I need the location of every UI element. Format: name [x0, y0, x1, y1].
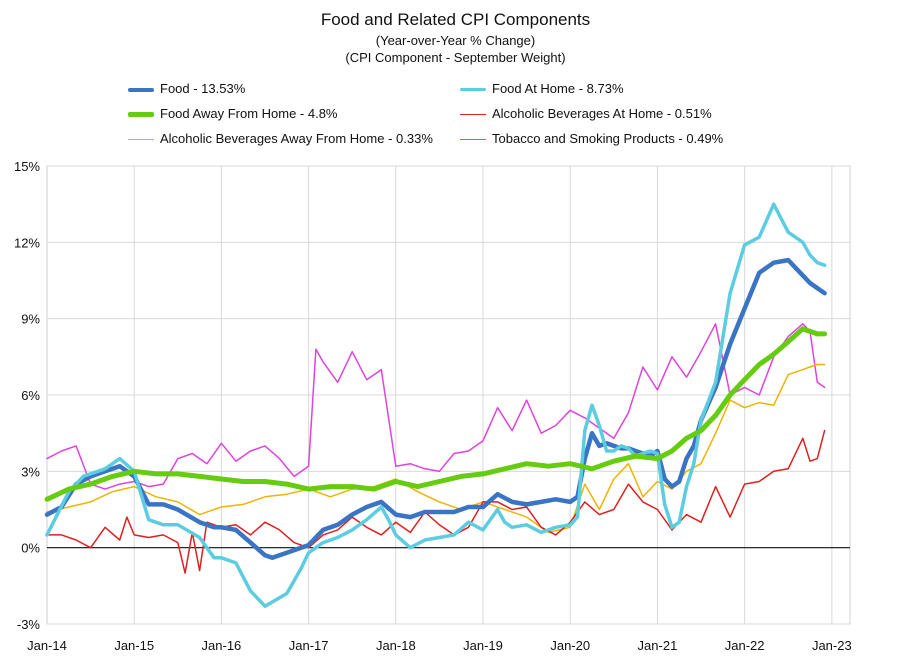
x-tick-label: Jan-21: [638, 638, 678, 653]
legend-swatch-tobacco: [460, 138, 486, 141]
chart-subtitle-2: (CPI Component - September Weight): [345, 50, 566, 65]
legend-item-food-away: Food Away From Home - 4.8%: [128, 107, 338, 121]
legend-item-tobacco: Tobacco and Smoking Products - 0.49%: [460, 132, 723, 146]
y-tick-label: 6%: [21, 388, 40, 403]
series-line-alcoholic-beverages-at-home: [46, 429, 826, 574]
y-tick-label: 12%: [14, 235, 40, 250]
chart-title: Food and Related CPI Components: [320, 10, 591, 29]
legend-swatch-food-away: [128, 112, 154, 118]
series-line-food-at-home: [45, 202, 827, 608]
x-tick-label: Jan-19: [463, 638, 503, 653]
x-tick-label: Jan-22: [725, 638, 765, 653]
x-tick-label: Jan-16: [202, 638, 242, 653]
legend-item-food: Food - 13.53%: [128, 82, 245, 96]
legend-item-food-at-home: Food At Home - 8.73%: [460, 82, 624, 96]
legend-swatch-alc-away: [128, 138, 154, 141]
legend-item-alc-away: Alcoholic Beverages Away From Home - 0.3…: [128, 132, 433, 146]
chart-subtitle-1: (Year-over-Year % Change): [375, 33, 536, 48]
legend-label: Alcoholic Beverages At Home - 0.51%: [492, 106, 712, 121]
series-line-tobacco-and-smoking-products: [46, 323, 826, 490]
x-tick-label: Jan-18: [376, 638, 416, 653]
legend-swatch-food: [128, 87, 154, 92]
series-line-food: [44, 257, 827, 561]
legend-label: Food Away From Home - 4.8%: [160, 106, 338, 121]
legend-swatch-food-at-home: [460, 88, 486, 92]
x-tick-label: Jan-23: [812, 638, 852, 653]
y-tick-label: 3%: [21, 464, 40, 479]
x-tick-label: Jan-15: [114, 638, 154, 653]
x-tick-label: Jan-17: [289, 638, 329, 653]
legend-label: Food - 13.53%: [160, 81, 246, 96]
x-tick-label: Jan-20: [550, 638, 590, 653]
y-tick-label: 0%: [21, 541, 40, 556]
y-tick-label: 9%: [21, 312, 40, 327]
series-line-alcoholic-beverages-away-from-home: [46, 363, 826, 534]
legend-label: Tobacco and Smoking Products - 0.49%: [492, 131, 724, 146]
y-tick-label: -3%: [17, 617, 41, 632]
legend-item-alc-home: Alcoholic Beverages At Home - 0.51%: [460, 107, 712, 121]
legend-swatch-alc-home: [460, 113, 486, 116]
series-line-food-away-from-home: [44, 326, 828, 502]
x-tick-label: Jan-14: [27, 638, 67, 653]
y-tick-label: 15%: [14, 159, 40, 174]
legend-label: Alcoholic Beverages Away From Home - 0.3…: [160, 131, 433, 146]
legend-label: Food At Home - 8.73%: [492, 81, 624, 96]
